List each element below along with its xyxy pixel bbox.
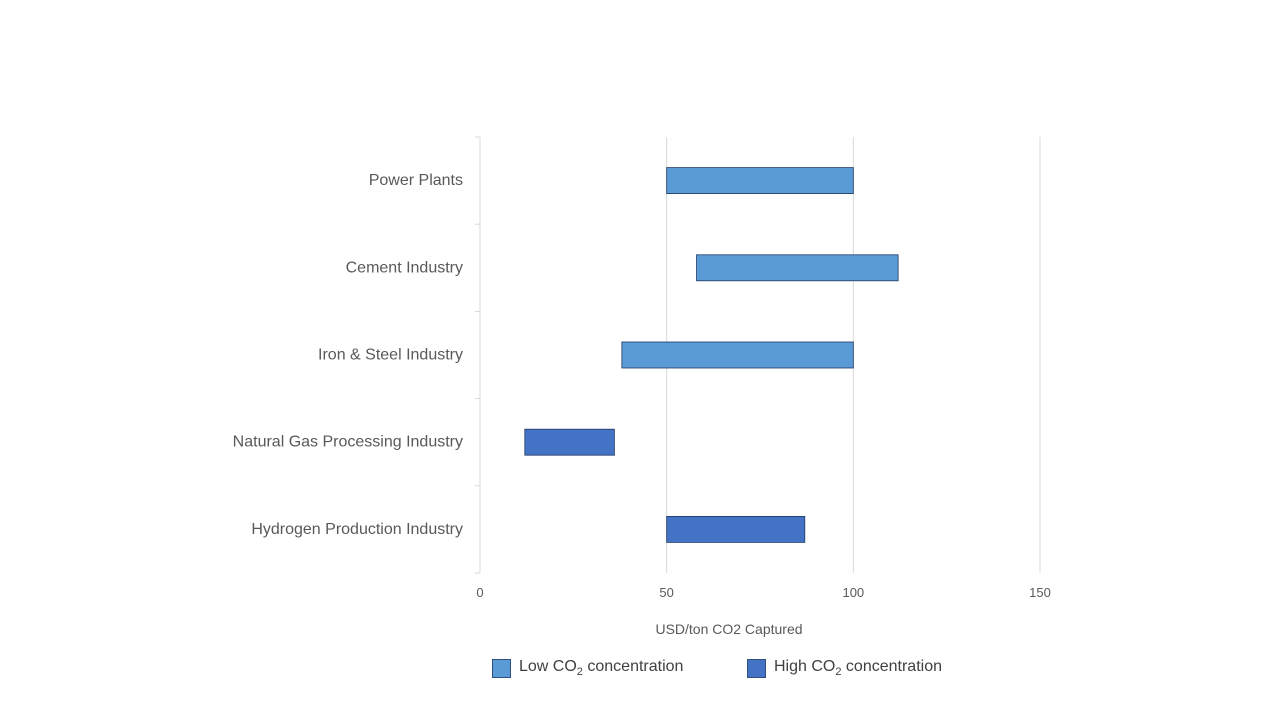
legend-low-suffix: concentration (582, 657, 684, 675)
category-label-0: Power Plants (369, 172, 463, 189)
category-label-3: Natural Gas Processing Industry (233, 434, 463, 451)
x-tick-label-50: 50 (659, 585, 673, 600)
range-bar-1 (696, 254, 899, 282)
legend-high-prefix: High CO (774, 657, 836, 675)
x-tick-label-100: 100 (842, 585, 864, 600)
legend: Low CO2 concentration High CO2 concentra… (0, 656, 1280, 684)
range-bar-2 (621, 341, 854, 369)
legend-swatch-low (492, 658, 511, 678)
x-tick-label-150: 150 (1029, 585, 1051, 600)
range-bar-0 (666, 167, 854, 195)
range-bar-4 (666, 516, 806, 543)
legend-high-suffix: concentration (841, 657, 942, 675)
range-bar-chart: Power Plants Cement Industry Iron & Steel … (233, 136, 1051, 637)
legend-high-sub: 2 (835, 666, 842, 679)
range-bar-3 (524, 428, 615, 456)
legend-low-sub: 2 (576, 666, 583, 679)
legend-label-low: Low CO2 concentration (519, 658, 683, 678)
x-axis-title: USD/ton CO2 Captured (655, 621, 802, 637)
x-tick-label-0: 0 (476, 585, 483, 600)
legend-item-high: High CO2 concentration (747, 656, 942, 680)
category-label-4: Hydrogen Production Industry (251, 521, 463, 538)
legend-low-prefix: Low CO (519, 657, 577, 675)
category-label-1: Cement Industry (346, 259, 463, 276)
legend-item-low: Low CO2 concentration (492, 656, 683, 680)
legend-swatch-high (747, 658, 766, 678)
category-label-2: Iron & Steel Industry (318, 347, 463, 364)
legend-label-high: High CO2 concentration (774, 658, 942, 678)
